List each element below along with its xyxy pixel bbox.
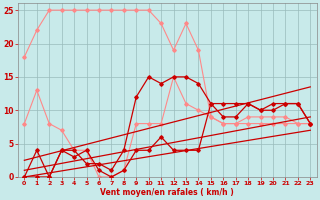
X-axis label: Vent moyen/en rafales ( km/h ): Vent moyen/en rafales ( km/h ) — [100, 188, 234, 197]
